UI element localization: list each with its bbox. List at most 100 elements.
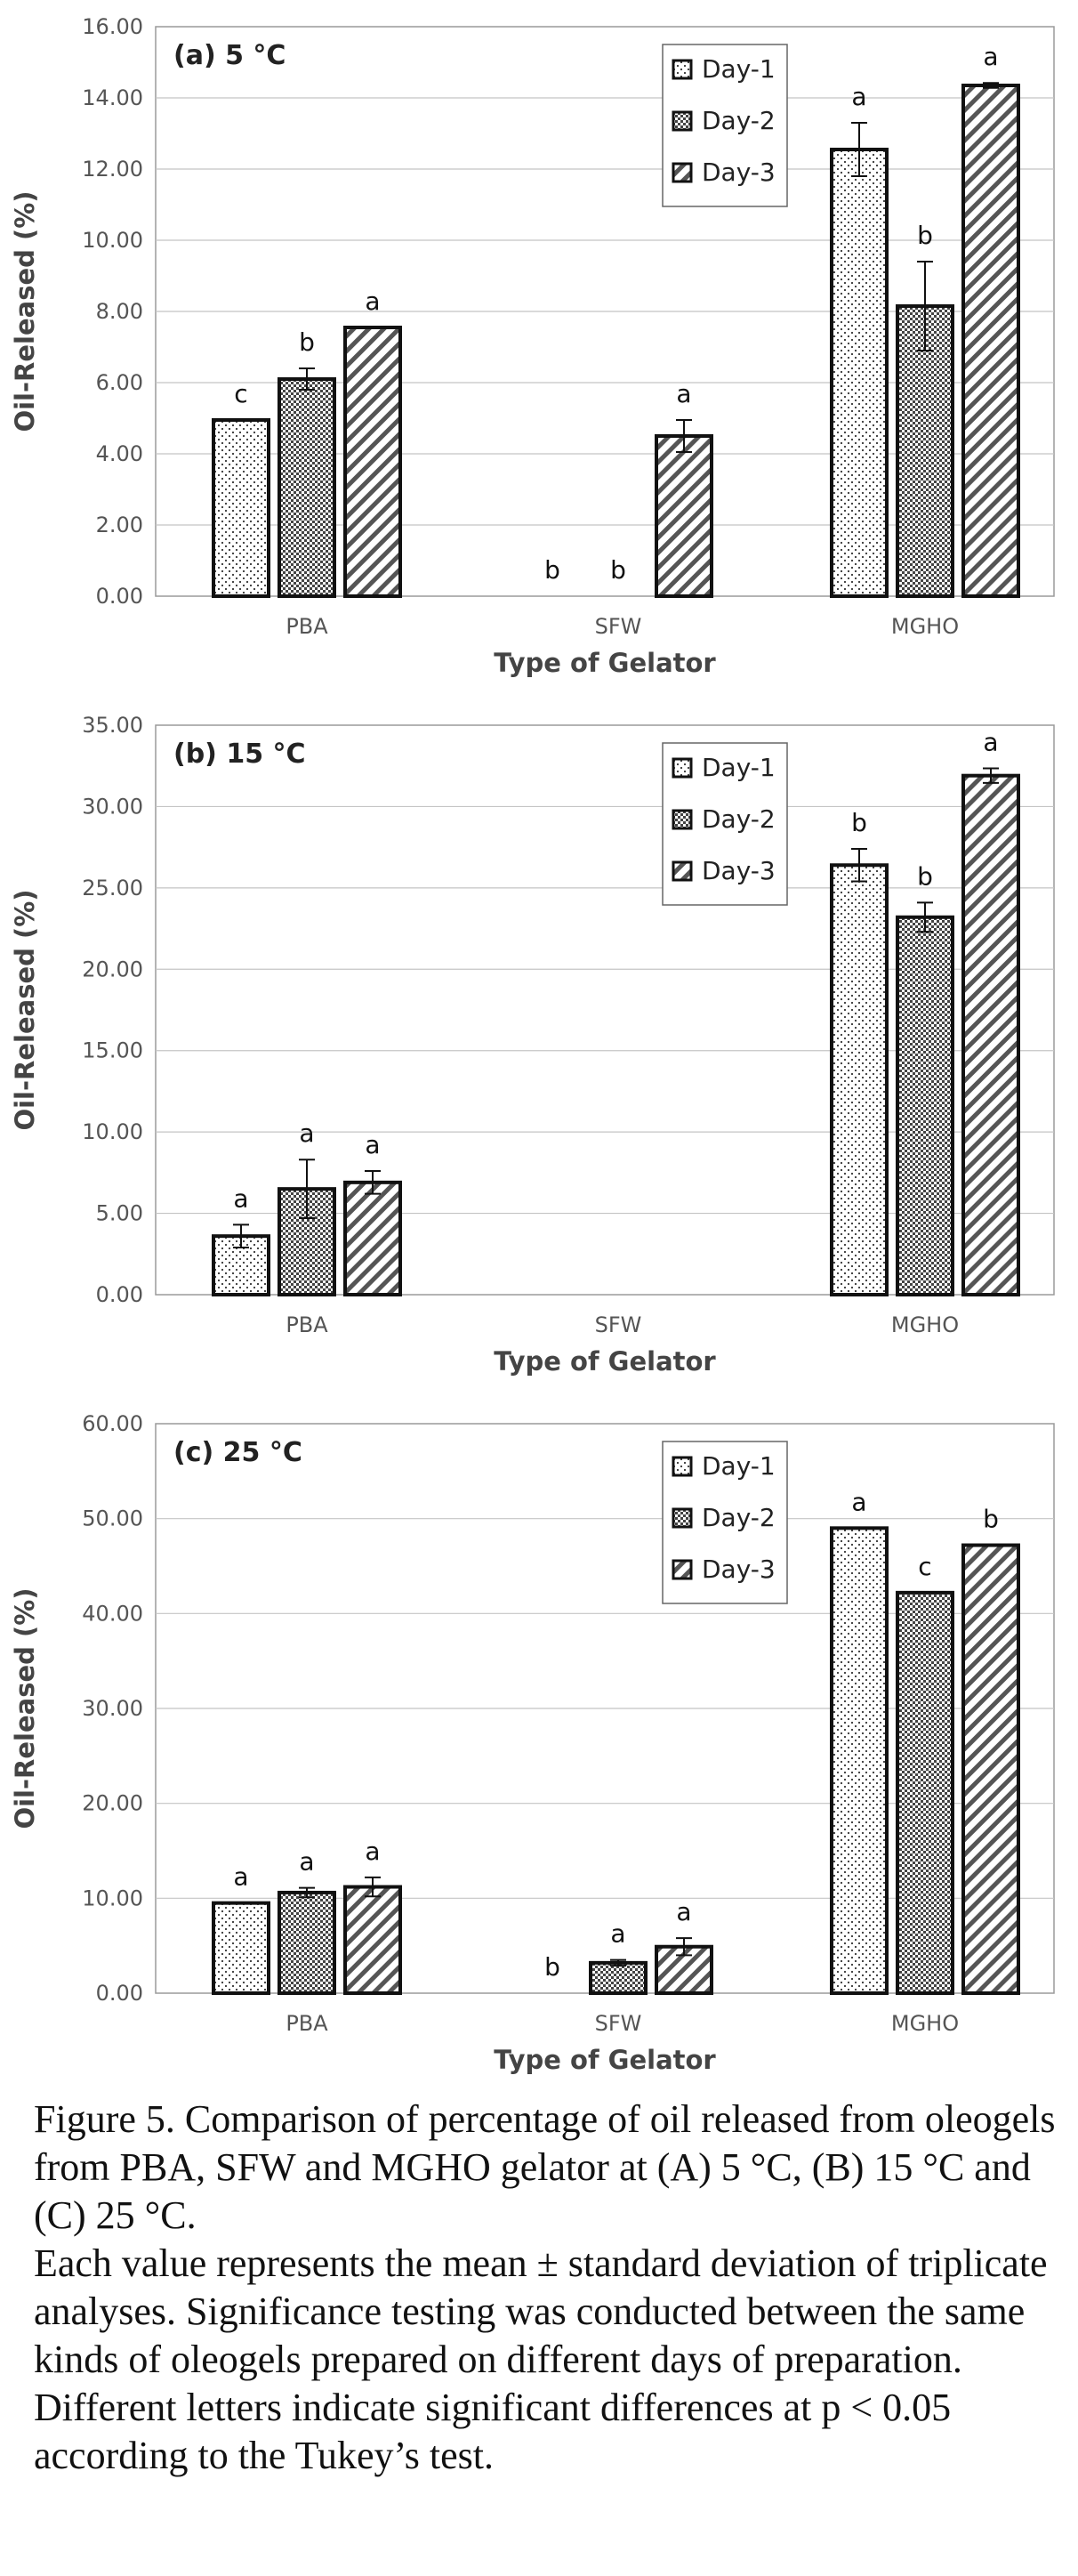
legend-label: Day-2 bbox=[702, 1503, 776, 1532]
x-tick-label: MGHO bbox=[891, 614, 959, 639]
significance-letter: a bbox=[676, 379, 691, 408]
significance-letter: a bbox=[365, 287, 380, 316]
legend: Day-1 Day-2 Day-3 bbox=[662, 1441, 788, 1604]
y-tick-label: 5.00 bbox=[96, 1201, 143, 1226]
x-tick-label: PBA bbox=[286, 614, 328, 639]
x-tick-label: SFW bbox=[595, 1312, 642, 1337]
significance-letter: a bbox=[983, 727, 998, 756]
y-tick-label: 16.00 bbox=[82, 14, 143, 39]
bar bbox=[896, 915, 954, 1296]
significance-letter: a bbox=[851, 1487, 866, 1516]
significance-letter: a bbox=[610, 1919, 625, 1949]
legend-label: Day-3 bbox=[702, 1554, 776, 1584]
bar bbox=[278, 1890, 336, 1996]
legend-swatch bbox=[672, 1559, 693, 1580]
significance-letter: b bbox=[917, 861, 933, 891]
bar bbox=[212, 1901, 270, 1996]
y-tick-label: 30.00 bbox=[82, 1696, 143, 1721]
legend-swatch bbox=[672, 757, 693, 779]
bar bbox=[961, 1543, 1020, 1996]
y-tick-label: 30.00 bbox=[82, 794, 143, 819]
y-tick-label: 4.00 bbox=[96, 441, 143, 466]
significance-letter: a bbox=[233, 1862, 248, 1892]
significance-letter: a bbox=[299, 1847, 314, 1877]
y-tick-label: 0.00 bbox=[96, 1981, 143, 2006]
y-tick-label: 0.00 bbox=[96, 584, 143, 609]
y-tick-label: 20.00 bbox=[82, 1791, 143, 1816]
y-tick-label: 6.00 bbox=[96, 370, 143, 395]
bar bbox=[343, 1885, 402, 1995]
y-tick-label: 14.00 bbox=[82, 85, 143, 110]
chart-panel-b: 0.00 5.00 10.00 15.00 20.00 25.00 30.00 35.00 PB… bbox=[0, 699, 1078, 1393]
significance-letter: a bbox=[233, 1183, 248, 1213]
bar bbox=[961, 84, 1020, 598]
legend-label: Day-2 bbox=[702, 106, 776, 135]
significance-letter: b bbox=[610, 555, 626, 585]
panel-title: (b) 15 °C bbox=[173, 739, 306, 770]
panel-title: (a) 5 °C bbox=[173, 40, 286, 71]
x-tick-label: SFW bbox=[595, 614, 642, 639]
x-tick-label: PBA bbox=[286, 2011, 328, 2036]
figure-caption: Figure 5. Comparison of percentage of oi… bbox=[34, 2096, 1066, 2480]
legend-swatch bbox=[672, 110, 693, 132]
significance-letter: a bbox=[676, 1897, 691, 1926]
y-tick-label: 50.00 bbox=[82, 1506, 143, 1531]
legend-swatch bbox=[672, 860, 693, 882]
caption-note: Each value represents the mean ± standar… bbox=[34, 2241, 1048, 2477]
x-tick-label: MGHO bbox=[891, 2011, 959, 2036]
legend-swatch bbox=[672, 809, 693, 830]
x-axis-title: Type of Gelator bbox=[494, 1346, 716, 1377]
plot-area bbox=[155, 724, 1055, 1296]
y-axis-title: Oil-Released (%) bbox=[10, 889, 40, 1130]
significance-letter: a bbox=[299, 1118, 314, 1148]
significance-letter: a bbox=[365, 1837, 380, 1866]
significance-letter: a bbox=[851, 82, 866, 111]
significance-letter: b bbox=[851, 808, 867, 837]
y-tick-label: 10.00 bbox=[82, 1886, 143, 1910]
bar bbox=[961, 773, 1020, 1296]
bar bbox=[278, 377, 336, 598]
y-tick-label: 10.00 bbox=[82, 228, 143, 253]
significance-letter: c bbox=[234, 379, 247, 408]
significance-letter: b bbox=[299, 327, 315, 357]
panel-title: (c) 25 °C bbox=[173, 1437, 302, 1468]
x-axis-title: Type of Gelator bbox=[494, 2045, 716, 2075]
x-tick-label: PBA bbox=[286, 1312, 328, 1337]
bar bbox=[343, 1180, 402, 1296]
x-tick-label: MGHO bbox=[891, 1312, 959, 1337]
y-tick-label: 12.00 bbox=[82, 157, 143, 182]
legend-label: Day-3 bbox=[702, 856, 776, 885]
legend-label: Day-1 bbox=[702, 1451, 776, 1481]
x-axis-title: Type of Gelator bbox=[494, 648, 716, 678]
caption-title: Figure 5. Comparison of percentage of oi… bbox=[34, 2097, 1056, 2237]
legend: Day-1 Day-2 Day-3 bbox=[662, 44, 788, 207]
bar bbox=[830, 148, 889, 598]
bar bbox=[212, 418, 270, 598]
bar bbox=[896, 1590, 954, 1995]
bar bbox=[830, 863, 889, 1296]
y-tick-label: 10.00 bbox=[82, 1119, 143, 1144]
significance-letter: a bbox=[365, 1130, 380, 1159]
significance-letter: c bbox=[918, 1552, 931, 1581]
significance-letter: b bbox=[544, 1952, 560, 1982]
chart-a-svg: 0.00 2.00 4.00 6.00 8.00 10.00 12.00 14.00 16.00… bbox=[10, 14, 1055, 678]
y-tick-label: 25.00 bbox=[82, 876, 143, 900]
legend-swatch bbox=[672, 162, 693, 183]
legend-swatch bbox=[672, 1507, 693, 1529]
y-tick-label: 8.00 bbox=[96, 299, 143, 324]
y-tick-label: 2.00 bbox=[96, 513, 143, 537]
legend-label: Day-3 bbox=[702, 157, 776, 187]
chart-panel-a: 0.00 2.00 4.00 6.00 8.00 10.00 12.00 14.00 16.00… bbox=[0, 0, 1078, 694]
legend-label: Day-1 bbox=[702, 753, 776, 782]
y-tick-label: 60.00 bbox=[82, 1411, 143, 1436]
y-tick-label: 0.00 bbox=[96, 1282, 143, 1307]
y-tick-label: 40.00 bbox=[82, 1601, 143, 1626]
legend-label: Day-2 bbox=[702, 804, 776, 834]
legend-label: Day-1 bbox=[702, 54, 776, 84]
y-tick-label: 20.00 bbox=[82, 957, 143, 981]
chart-c-svg: 0.00 10.00 20.00 30.00 40.00 50.00 60.00 PBA SFW… bbox=[10, 1411, 1055, 2075]
bar bbox=[589, 1960, 648, 1995]
y-tick-label: 15.00 bbox=[82, 1038, 143, 1063]
y-axis-title: Oil-Released (%) bbox=[10, 1587, 40, 1829]
bar bbox=[655, 434, 713, 598]
